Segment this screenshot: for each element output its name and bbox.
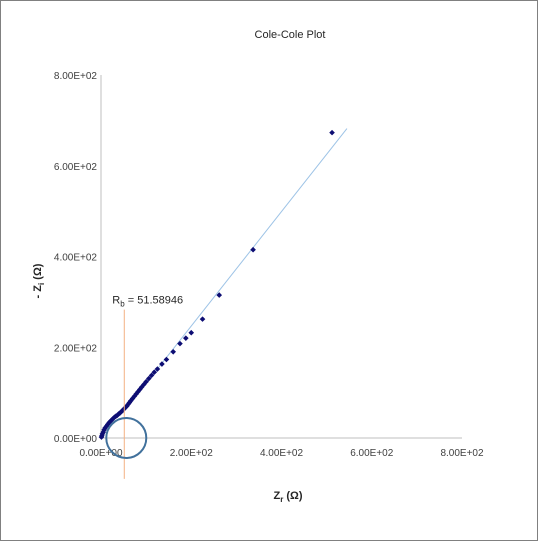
y-tick-labels: 0.00E+00 2.00E+02 4.00E+02 6.00E+02 8.00E+02: [54, 71, 98, 445]
data-point: [199, 316, 206, 322]
x-tick-label: 2.00E+02: [170, 448, 214, 459]
x-axis-title-main: Z: [273, 490, 280, 502]
data-points: [98, 129, 335, 440]
rb-highlight-circle: [105, 417, 148, 459]
data-point: [170, 348, 176, 355]
x-tick-label: 6.00E+02: [350, 448, 394, 459]
data-point: [131, 393, 138, 400]
data-point: [129, 395, 136, 402]
trend-line: [122, 128, 348, 414]
data-point: [141, 381, 147, 388]
x-axis-title-sub: r: [280, 495, 283, 504]
data-point: [146, 375, 152, 382]
y-tick-label: 2.00E+02: [54, 343, 98, 354]
data-point: [163, 356, 170, 363]
data-point: [329, 129, 335, 136]
rb-annotation-main: R: [112, 295, 120, 307]
x-tick-label: 0.00E+00: [79, 448, 123, 459]
x-tick-label: 8.00E+02: [440, 448, 484, 459]
y-axis-title-unit: (Ω): [32, 263, 44, 283]
x-tick-labels: 0.00E+00 2.00E+02 4.00E+02 6.00E+02 8.00E+02: [79, 448, 484, 459]
chart-title: Cole-Cole Plot: [255, 29, 326, 41]
data-point: [159, 361, 165, 367]
data-point: [177, 340, 183, 347]
data-point: [126, 399, 133, 406]
rb-annotation: Rb = 51.58946: [112, 295, 183, 309]
data-point: [138, 384, 145, 390]
data-point: [143, 378, 149, 385]
data-point: [183, 335, 189, 341]
y-tick-label: 6.00E+02: [54, 162, 98, 173]
x-tick-label: 4.00E+02: [260, 448, 304, 459]
data-point: [100, 429, 107, 435]
y-tick-label: 8.00E+02: [54, 71, 98, 82]
y-tick-label: 0.00E+00: [54, 434, 98, 445]
x-axis-title-unit: (Ω): [283, 490, 303, 502]
data-point: [188, 329, 195, 336]
data-point: [103, 423, 110, 430]
data-point: [104, 421, 111, 428]
y-axis-title: - Zi (Ω): [32, 263, 46, 298]
data-point: [250, 246, 256, 253]
rb-annotation-sub: b: [120, 300, 125, 309]
data-point: [154, 366, 161, 372]
data-point: [133, 391, 139, 397]
data-point: [125, 401, 131, 408]
data-point: [127, 397, 134, 404]
x-axis-title: Zr (Ω): [273, 490, 302, 504]
y-axis-title-main: - Z: [32, 285, 44, 299]
data-point: [216, 292, 223, 298]
y-axis-title-sub: i: [37, 283, 46, 285]
data-point: [148, 372, 155, 379]
data-point: [151, 369, 158, 376]
data-point: [137, 386, 143, 393]
y-tick-label: 4.00E+02: [54, 253, 98, 264]
rb-annotation-rest: = 51.58946: [125, 295, 183, 307]
